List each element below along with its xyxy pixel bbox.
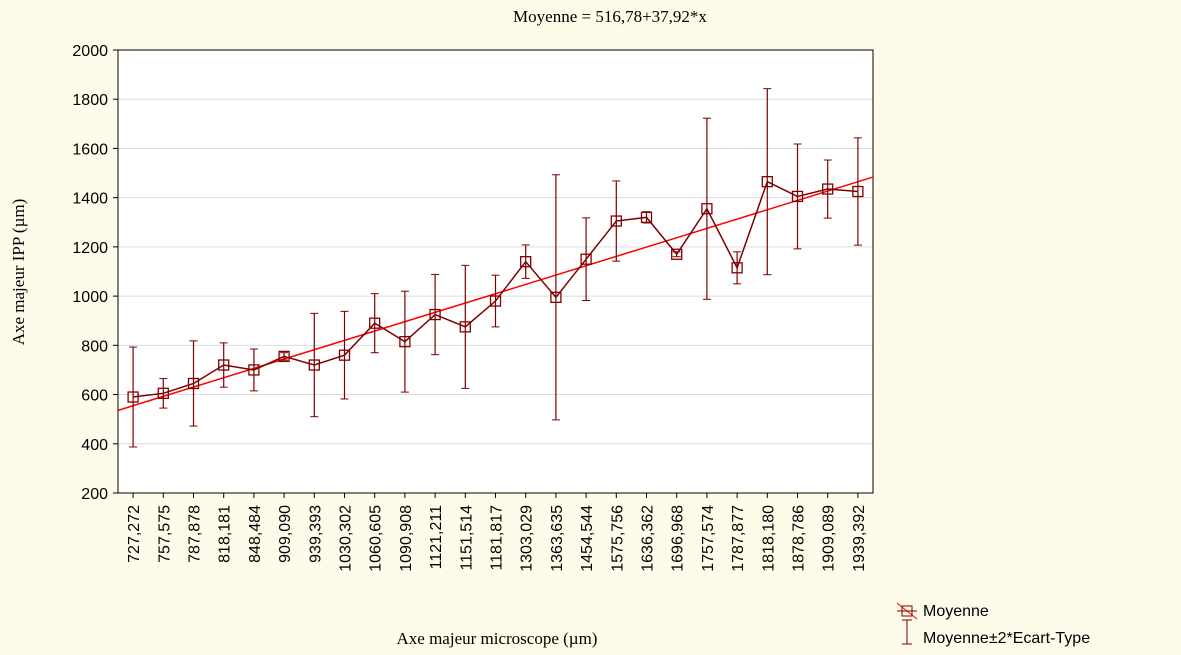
x-tick-label: 1090,908 [398, 505, 415, 572]
x-tick-label: 1575,756 [609, 505, 626, 572]
point-marker [278, 350, 290, 363]
y-tick-label: 400 [81, 437, 108, 454]
x-tick-label: 787,878 [187, 505, 204, 563]
point-marker [640, 211, 653, 224]
legend-label: Moyenne [923, 603, 989, 620]
x-tick-label: 1060,605 [368, 505, 385, 572]
y-tick-label: 2000 [72, 43, 108, 60]
x-tick-label: 1818,180 [760, 505, 777, 572]
point-marker [248, 364, 260, 376]
y-tick-label: 800 [81, 338, 108, 355]
x-axis-title: Axe majeur microscope (µm) [397, 629, 598, 648]
x-tick-label: 1363,635 [549, 505, 566, 572]
point-marker [822, 183, 834, 195]
point-marker [429, 308, 441, 321]
point-marker [550, 291, 562, 303]
x-tick-label: 1939,392 [851, 505, 868, 572]
x-tick-label: 1030,302 [338, 505, 355, 572]
legend-marker [901, 605, 913, 617]
x-tick-label: 1303,029 [519, 505, 536, 572]
y-tick-label: 600 [81, 388, 108, 405]
x-tick-label: 1151,514 [458, 505, 475, 571]
point-marker [218, 359, 230, 371]
point-marker [731, 262, 743, 274]
x-tick-label: 939,393 [307, 505, 324, 563]
y-tick-label: 200 [81, 486, 108, 503]
x-tick-label: 757,575 [156, 505, 173, 563]
y-tick-label: 1800 [72, 92, 108, 109]
y-tick-label: 1200 [72, 240, 108, 257]
point-marker [852, 185, 864, 198]
y-tick-label: 1600 [72, 141, 108, 158]
point-marker [671, 248, 683, 260]
point-marker [127, 391, 139, 403]
point-marker [489, 295, 502, 307]
y-tick-label: 1000 [72, 289, 108, 306]
x-tick-label: 818,181 [217, 505, 234, 563]
point-marker [187, 377, 200, 390]
point-marker [338, 349, 351, 361]
point-marker [761, 176, 773, 188]
x-tick-label: 909,090 [277, 505, 294, 563]
chart-title: Moyenne = 516,78+37,92*x [513, 7, 707, 26]
legend-label: Moyenne±2*Ecart-Type [923, 630, 1090, 647]
x-tick-label: 1454,544 [579, 505, 596, 572]
point-marker [157, 387, 169, 399]
y-tick-label: 1400 [72, 191, 108, 208]
x-tick-label: 848,484 [247, 505, 264, 563]
x-tick-label: 1636,362 [640, 505, 657, 572]
x-tick-label: 1909,089 [821, 505, 838, 572]
point-marker [610, 215, 622, 227]
x-tick-label: 1121,211 [428, 505, 445, 569]
y-axis-title: Axe majeur IPP (µm) [9, 199, 28, 346]
point-marker [520, 256, 532, 268]
x-tick-label: 1757,574 [700, 505, 717, 572]
point-marker [791, 190, 804, 203]
point-marker [459, 321, 471, 333]
x-tick-label: 1696,968 [670, 505, 687, 572]
point-marker [399, 335, 411, 348]
series-line [133, 180, 858, 398]
x-tick-label: 1787,877 [730, 505, 747, 572]
x-tick-label: 1181,817 [489, 505, 506, 571]
plot-area [118, 50, 873, 493]
point-marker [369, 317, 381, 329]
x-tick-label: 727,272 [126, 505, 143, 563]
x-tick-label: 1878,786 [791, 505, 808, 572]
point-marker [308, 359, 320, 371]
point-marker [580, 253, 592, 265]
point-marker [701, 203, 713, 215]
